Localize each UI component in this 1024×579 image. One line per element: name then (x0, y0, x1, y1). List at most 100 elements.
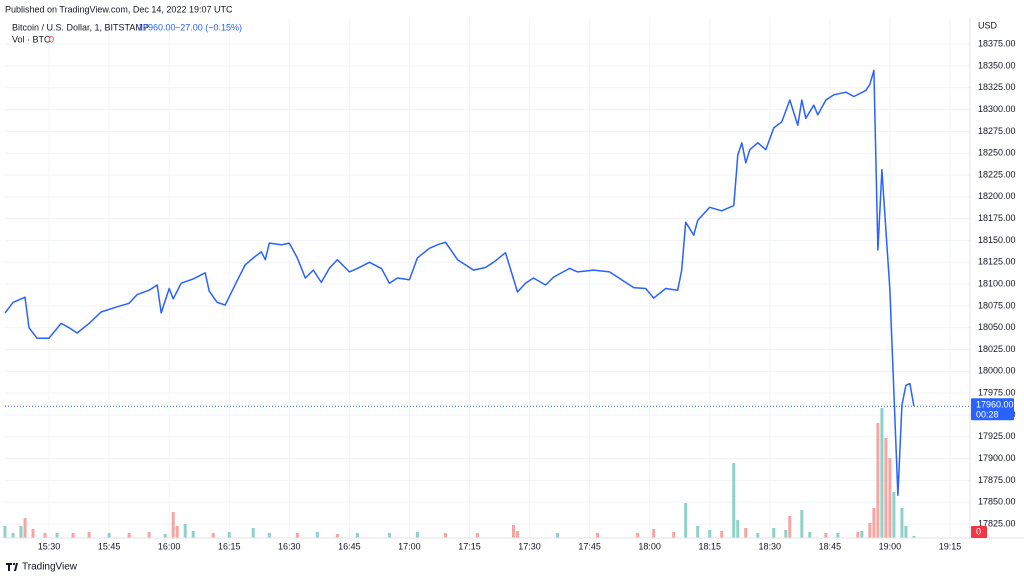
volume-bar (87, 532, 91, 538)
volume-badge: 0 (976, 526, 981, 536)
volume-bar (171, 512, 175, 538)
x-tick-label: 19:00 (879, 541, 902, 551)
volume-bar (860, 531, 864, 538)
volume-bar (756, 533, 760, 538)
volume-bar (475, 533, 479, 538)
change: −27.00 (−0.15%) (175, 22, 242, 32)
y-tick-label: 18300.00 (978, 104, 1016, 114)
volume-bar (800, 510, 804, 538)
volume-bar (107, 533, 111, 538)
volume-bar (55, 533, 59, 538)
volume-bar (71, 533, 75, 538)
symbol: Bitcoin / U.S. Dollar, 1, BITSTAMP (12, 22, 149, 32)
volume-bar (596, 533, 600, 538)
volume-bar (708, 530, 712, 538)
price-badge: 17960.00 (976, 400, 1014, 410)
y-tick-label: 18275.00 (978, 126, 1016, 136)
x-tick-label: 16:30 (278, 541, 301, 551)
volume-bar (443, 533, 447, 538)
y-tick-label: 18175.00 (978, 213, 1016, 223)
volume-bar (720, 531, 724, 538)
volume-bar (183, 524, 187, 538)
volume-bar (636, 533, 640, 538)
volume-bar (43, 533, 47, 538)
volume-bar (512, 525, 516, 538)
volume-bar (3, 526, 7, 538)
logo-icon (6, 563, 18, 571)
volume-bar (772, 528, 776, 538)
volume-bar (856, 532, 860, 538)
volume-bar (872, 508, 876, 538)
volume-bar (696, 526, 700, 538)
countdown: 00:28 (976, 410, 999, 420)
volume-bar (23, 518, 27, 538)
volume-bar (904, 526, 908, 538)
y-tick-label: 17825.00 (978, 518, 1016, 528)
price-badge-bg (971, 398, 1014, 421)
y-tick-label: 18025.00 (978, 344, 1016, 354)
y-tick-label: 18075.00 (978, 300, 1016, 310)
volume-bar (295, 533, 299, 538)
volume-bar (19, 526, 23, 538)
volume-bar (868, 523, 872, 538)
volume-bar (900, 508, 904, 538)
x-tick-label: 18:30 (759, 541, 782, 551)
y-tick-label: 17925.00 (978, 431, 1016, 441)
volume-bar (876, 423, 880, 538)
y-tick-label: 18150.00 (978, 235, 1016, 245)
volume-label: Vol · BTC (12, 34, 51, 44)
volume-bar (884, 438, 888, 538)
y-tick-label: 17975.00 (978, 388, 1016, 398)
volume-bar (824, 533, 828, 538)
x-tick-label: 17:15 (458, 541, 481, 551)
x-tick-label: 18:45 (819, 541, 842, 551)
volume-bar (732, 463, 736, 538)
x-tick-label: 18:15 (698, 541, 721, 551)
x-tick-label: 16:15 (218, 541, 241, 551)
volume-bar (211, 533, 215, 538)
y-tick-label: 17875.00 (978, 475, 1016, 485)
last-price: 17960.00 (138, 22, 176, 32)
axis-unit: USD (978, 20, 998, 30)
x-tick-label: 18:00 (638, 541, 661, 551)
volume-bars (3, 408, 916, 538)
volume-bar (127, 533, 131, 538)
volume-bar (191, 531, 195, 538)
volume-bar (744, 528, 748, 538)
volume-badge-bg (971, 526, 987, 538)
volume-bar (784, 530, 788, 538)
volume-bar (415, 532, 419, 538)
volume-bar (163, 534, 167, 538)
price (4, 69, 915, 496)
published: Published on TradingView.com, Dec 14, 20… (5, 4, 233, 14)
volume-bar (315, 532, 319, 538)
brand: TradingView (22, 562, 78, 573)
volume-bar (892, 492, 896, 538)
volume-bar (788, 516, 792, 538)
volume-bar (147, 532, 151, 538)
volume-bar (31, 529, 35, 538)
x-tick-label: 16:45 (338, 541, 361, 551)
y-tick-label: 18000.00 (978, 366, 1016, 376)
volume-bar (355, 533, 359, 538)
x-tick-label: 16:00 (158, 541, 181, 551)
y-tick-label: 18200.00 (978, 191, 1016, 201)
x-tick-label: 15:30 (38, 541, 61, 551)
y-tick-label: 18325.00 (978, 82, 1016, 92)
x-tick-label: 17:30 (518, 541, 541, 551)
volume-bar (684, 503, 688, 538)
y-tick-label: 18225.00 (978, 169, 1016, 179)
volume-bar (516, 531, 520, 538)
x-tick-label: 17:45 (578, 541, 601, 551)
volume-bar (251, 528, 255, 538)
volume-bar (880, 408, 884, 538)
volume-bar (267, 533, 271, 538)
volume-bar (11, 533, 15, 538)
y-tick-label: 18050.00 (978, 322, 1016, 332)
volume-bar (736, 520, 740, 538)
volume-bar (672, 532, 676, 538)
volume-value: 0 (49, 34, 54, 44)
volume-bar (227, 532, 231, 538)
volume-bar (556, 533, 560, 538)
